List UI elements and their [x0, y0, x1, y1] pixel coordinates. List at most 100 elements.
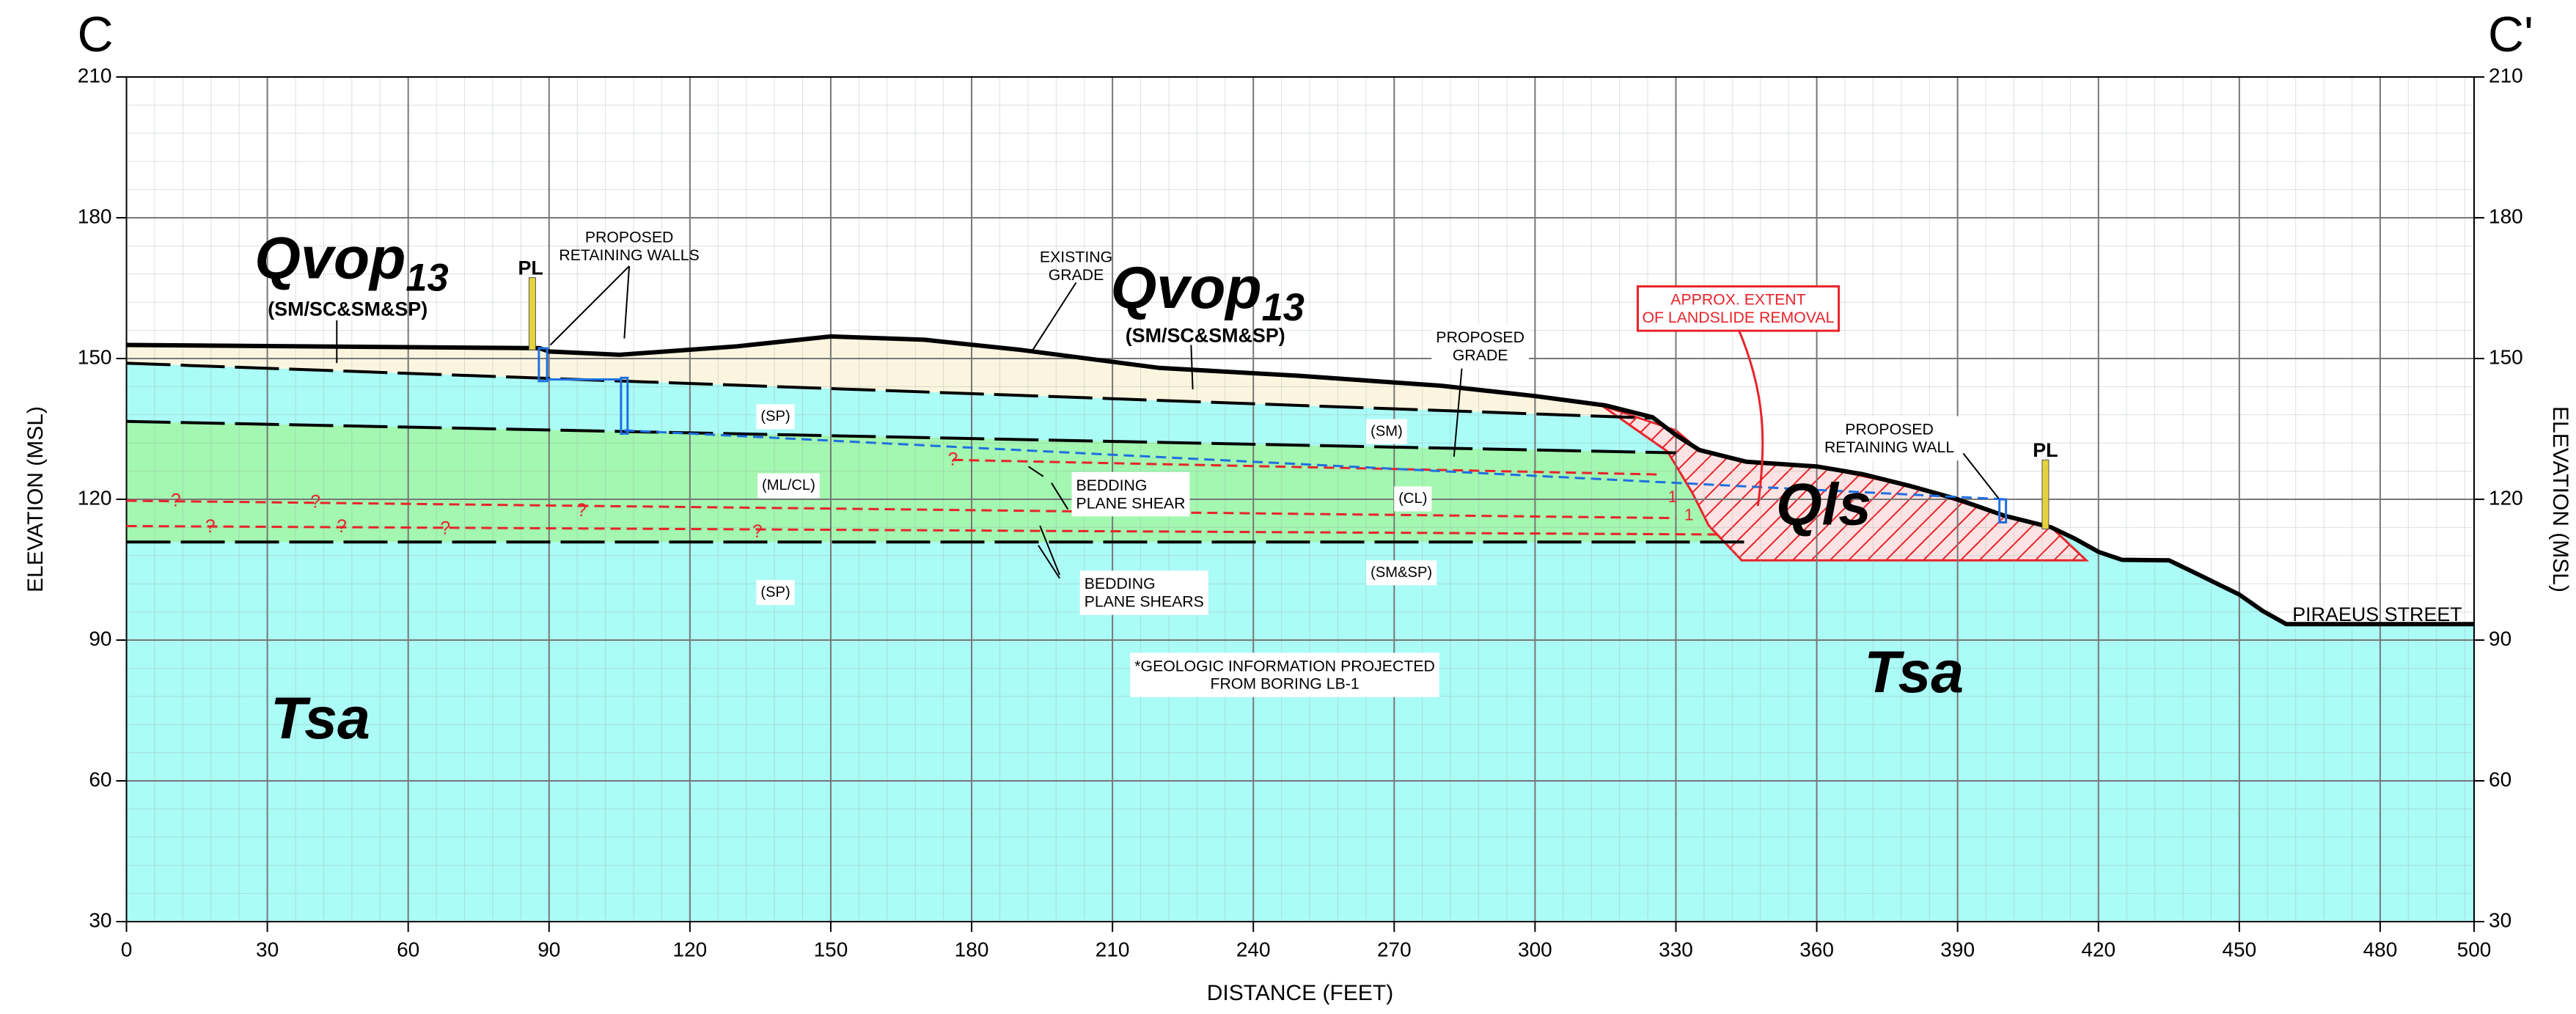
- annotation: (SM&SP): [1366, 560, 1436, 585]
- annotation: PL: [518, 257, 543, 279]
- annotation: (SM/SC&SM&SP): [1126, 324, 1285, 346]
- x-tick-label: 450: [2222, 938, 2256, 960]
- x-tick-label: 120: [673, 938, 708, 960]
- annotation: ?: [169, 489, 183, 512]
- y-tick-label: 60: [89, 768, 111, 790]
- annotation: (ML/CL): [757, 474, 820, 499]
- annotation-main: ?: [576, 500, 587, 520]
- annotation-main: Tsa: [271, 686, 370, 752]
- annotation-text: EXISTING: [1040, 248, 1112, 265]
- annotation-main: ?: [337, 517, 347, 537]
- annotation-text: ?: [171, 491, 181, 510]
- annotation: PL: [2033, 439, 2058, 461]
- x-tick-label: 210: [1096, 938, 1130, 960]
- annotation: (SM): [1366, 419, 1407, 444]
- annotation: 1: [1684, 505, 1693, 523]
- cross-section-chart: 0306090120150180210240270300330360390420…: [0, 0, 2576, 1014]
- x-tick-label: 240: [1236, 938, 1271, 960]
- annotation-text: (ML/CL): [762, 478, 815, 494]
- annotation-text: PLANE SHEARS: [1085, 593, 1204, 611]
- annotation-main: ?: [310, 492, 320, 512]
- annotation-main: Qvop: [254, 226, 406, 292]
- annotation-text: Qls: [1776, 472, 1871, 538]
- x-tick-label: 0: [121, 938, 133, 960]
- annotation: ?: [751, 520, 764, 543]
- leader-line: [551, 266, 630, 345]
- layers: [127, 337, 2475, 922]
- annotation-text: GRADE: [1453, 347, 1508, 364]
- annotation-main: PL: [518, 257, 543, 279]
- annotation-main: (SM&SP): [1370, 565, 1432, 581]
- annotation: ?: [438, 517, 452, 540]
- y-tick-label-right: 90: [2489, 627, 2511, 650]
- annotation-text: ?: [310, 492, 320, 512]
- annotation-text: PROPOSED: [1845, 421, 1934, 438]
- y-tick-label: 120: [78, 486, 112, 509]
- annotation: Qvop13: [1111, 255, 1304, 329]
- annotation: APPROX. EXTENTOF LANDSLIDE REMOVAL: [1637, 287, 1838, 331]
- annotation-text: ?: [440, 518, 450, 538]
- annotation: ?: [575, 499, 588, 521]
- annotation-text: Qvop13: [1111, 255, 1304, 329]
- annotation-text: (CL): [1398, 491, 1427, 507]
- annotation: Tsa: [271, 686, 370, 752]
- section-label-left: C: [77, 7, 113, 62]
- annotation-text: OF LANDSLIDE REMOVAL: [1642, 309, 1834, 326]
- annotation-main: Qls: [1776, 472, 1871, 538]
- annotation-text: PL: [2033, 439, 2058, 461]
- annotation-text: GRADE: [1049, 266, 1104, 284]
- y-tick-label: 30: [89, 908, 111, 931]
- annotation-text: RETAINING WALL: [1824, 438, 1954, 456]
- x-tick-label: 420: [2081, 938, 2116, 960]
- annotation: Qls: [1776, 472, 1871, 538]
- annotation-main: (SP): [760, 584, 790, 600]
- property-line-post: [529, 278, 535, 350]
- x-tick-label: 480: [2363, 938, 2398, 960]
- annotation-text: 1: [1668, 488, 1677, 506]
- annotation-main: Qvop: [1111, 255, 1262, 321]
- annotation-text: (SP): [760, 584, 790, 600]
- annotation: ?: [204, 515, 217, 538]
- y-tick-label: 90: [89, 627, 111, 650]
- annotation: ?: [309, 491, 322, 513]
- annotation: ?: [947, 448, 960, 471]
- annotation-main: (CL): [1398, 491, 1427, 507]
- x-tick-label: 500: [2457, 938, 2492, 960]
- annotation-text: Qvop13: [254, 226, 448, 300]
- annotation-text: (SM/SC&SM&SP): [268, 298, 428, 320]
- annotation: Qvop13: [254, 226, 448, 300]
- annotation: (SP): [756, 404, 794, 429]
- annotation-text: FROM BORING LB-1: [1210, 675, 1359, 693]
- annotation-main: (ML/CL): [762, 478, 815, 494]
- x-axis-label: DISTANCE (FEET): [1207, 981, 1393, 1005]
- x-tick-label: 300: [1518, 938, 1552, 960]
- annotation-main: ?: [752, 521, 763, 541]
- y-axis-label: ELEVATION (MSL): [23, 406, 48, 592]
- y-tick-label-right: 210: [2489, 64, 2523, 87]
- annotation-main: (SM/SC&SM&SP): [1126, 324, 1285, 346]
- y-axis-label-right: ELEVATION (MSL): [2548, 406, 2572, 592]
- annotation-main: 1: [1668, 488, 1677, 506]
- annotation-text: 1: [1684, 505, 1693, 523]
- y-tick-label: 180: [78, 205, 112, 227]
- annotation: PIRAEUS STREET: [2292, 603, 2462, 625]
- property-line-post: [2042, 460, 2049, 529]
- annotation-main: 1: [1684, 505, 1693, 523]
- annotation-text: PIRAEUS STREET: [2292, 603, 2462, 625]
- annotation-text: (SP): [760, 408, 790, 425]
- annotation-text: (SM): [1370, 424, 1403, 440]
- y-tick-label-right: 120: [2489, 486, 2523, 509]
- leader-line: [1032, 282, 1076, 351]
- annotation: Tsa: [1864, 639, 1964, 705]
- annotation-main: (SM/SC&SM&SP): [268, 298, 428, 320]
- annotation-text: BEDDING: [1085, 575, 1156, 592]
- annotation-text: BEDDING: [1076, 477, 1148, 494]
- x-tick-label: 390: [1940, 938, 1975, 960]
- annotation: (SM/SC&SM&SP): [268, 298, 428, 320]
- annotation: (SP): [756, 580, 794, 605]
- annotation-text: PLANE SHEAR: [1076, 494, 1186, 512]
